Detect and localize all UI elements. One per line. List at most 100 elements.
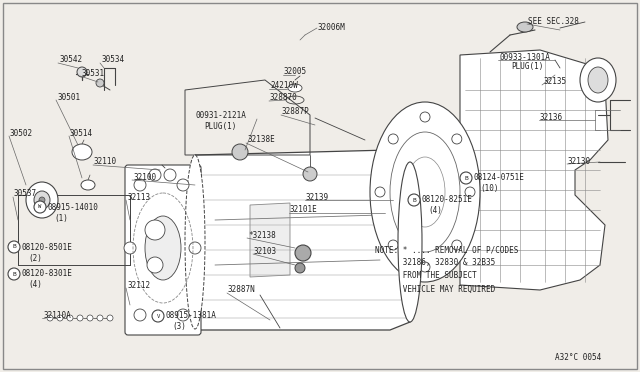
Ellipse shape <box>152 310 164 322</box>
Ellipse shape <box>134 309 146 321</box>
Ellipse shape <box>177 179 189 191</box>
Text: 30537: 30537 <box>14 189 37 199</box>
Ellipse shape <box>517 22 533 32</box>
Ellipse shape <box>34 201 46 213</box>
Text: PLUG(1): PLUG(1) <box>204 122 236 131</box>
Text: (3): (3) <box>172 323 186 331</box>
Ellipse shape <box>408 194 420 206</box>
Text: (2): (2) <box>28 253 42 263</box>
Text: 32103: 32103 <box>254 247 277 256</box>
Text: PLUG(1): PLUG(1) <box>511 62 543 71</box>
Text: *32138: *32138 <box>248 231 276 240</box>
Ellipse shape <box>77 315 83 321</box>
Ellipse shape <box>87 315 93 321</box>
Text: 32139: 32139 <box>306 192 329 202</box>
Text: VEHICLE MAY REQUIRED: VEHICLE MAY REQUIRED <box>375 285 495 294</box>
Text: 24210W: 24210W <box>270 81 298 90</box>
Text: 32110A: 32110A <box>43 311 71 321</box>
Text: 32100: 32100 <box>133 173 156 183</box>
Text: (4): (4) <box>428 206 442 215</box>
Ellipse shape <box>588 67 608 93</box>
Ellipse shape <box>57 315 63 321</box>
Polygon shape <box>460 50 608 290</box>
Ellipse shape <box>96 79 104 87</box>
Ellipse shape <box>452 134 462 144</box>
Text: (1): (1) <box>54 214 68 222</box>
Ellipse shape <box>8 268 20 280</box>
Text: 32005: 32005 <box>284 67 307 77</box>
Text: 32887N: 32887N <box>228 285 256 295</box>
Ellipse shape <box>420 112 430 122</box>
Ellipse shape <box>295 263 305 273</box>
Ellipse shape <box>460 172 472 184</box>
Ellipse shape <box>67 315 73 321</box>
Text: 32135: 32135 <box>543 77 566 87</box>
Ellipse shape <box>288 84 302 92</box>
Text: NOTE: * .... REMOVAL OF P/CODES: NOTE: * .... REMOVAL OF P/CODES <box>375 246 518 254</box>
Ellipse shape <box>295 245 311 261</box>
Text: B: B <box>412 198 416 202</box>
Text: B: B <box>12 272 16 276</box>
Text: 32130: 32130 <box>568 157 591 167</box>
Ellipse shape <box>77 67 87 77</box>
Text: 00933-1301A: 00933-1301A <box>499 52 550 61</box>
Ellipse shape <box>34 191 50 209</box>
Polygon shape <box>195 150 415 330</box>
Text: 08915-1381A: 08915-1381A <box>166 311 217 321</box>
Text: 32101E: 32101E <box>290 205 317 215</box>
Text: FROM THE SUBJECT: FROM THE SUBJECT <box>375 272 477 280</box>
Text: 32186, 32830 & 32B35: 32186, 32830 & 32B35 <box>375 259 495 267</box>
Ellipse shape <box>145 216 181 280</box>
Text: W: W <box>38 205 42 209</box>
Ellipse shape <box>97 315 103 321</box>
Ellipse shape <box>189 242 201 254</box>
Text: 08120-8251E: 08120-8251E <box>422 196 473 205</box>
Ellipse shape <box>26 182 58 218</box>
Ellipse shape <box>81 180 95 190</box>
Text: 30542: 30542 <box>59 55 82 64</box>
Ellipse shape <box>303 167 317 181</box>
Text: B: B <box>464 176 468 180</box>
Ellipse shape <box>465 187 475 197</box>
Ellipse shape <box>72 144 92 160</box>
Text: 328870: 328870 <box>270 93 298 103</box>
Text: 30534: 30534 <box>101 55 124 64</box>
Text: 30514: 30514 <box>70 129 93 138</box>
Text: 08124-0751E: 08124-0751E <box>474 173 525 183</box>
Text: 32136: 32136 <box>540 113 563 122</box>
Text: V: V <box>156 314 159 318</box>
Ellipse shape <box>145 220 165 240</box>
Ellipse shape <box>107 315 113 321</box>
Polygon shape <box>250 203 290 277</box>
Text: 08120-8301E: 08120-8301E <box>22 269 73 279</box>
Ellipse shape <box>185 155 205 329</box>
Text: (4): (4) <box>28 280 42 289</box>
Ellipse shape <box>147 257 163 273</box>
Text: 30501: 30501 <box>57 93 80 103</box>
Ellipse shape <box>164 169 176 181</box>
Text: 30531: 30531 <box>81 68 104 77</box>
Text: 32113: 32113 <box>127 192 150 202</box>
Text: B: B <box>12 244 16 250</box>
Text: SEE SEC.328: SEE SEC.328 <box>528 17 579 26</box>
Ellipse shape <box>580 58 616 102</box>
Text: 32006M: 32006M <box>318 23 346 32</box>
Text: 08915-14010: 08915-14010 <box>48 202 99 212</box>
Text: 00931-2121A: 00931-2121A <box>196 112 247 121</box>
Ellipse shape <box>177 309 189 321</box>
Text: 30502: 30502 <box>10 129 33 138</box>
Ellipse shape <box>452 240 462 250</box>
Ellipse shape <box>420 262 430 272</box>
Ellipse shape <box>370 102 480 282</box>
Ellipse shape <box>388 134 398 144</box>
Text: 32138E: 32138E <box>247 135 275 144</box>
Ellipse shape <box>124 242 136 254</box>
Text: (10): (10) <box>480 185 499 193</box>
Ellipse shape <box>134 179 146 191</box>
Text: 08120-8501E: 08120-8501E <box>22 243 73 251</box>
Ellipse shape <box>398 162 422 322</box>
Ellipse shape <box>47 315 53 321</box>
Ellipse shape <box>39 197 45 203</box>
Ellipse shape <box>388 240 398 250</box>
FancyBboxPatch shape <box>125 165 201 335</box>
